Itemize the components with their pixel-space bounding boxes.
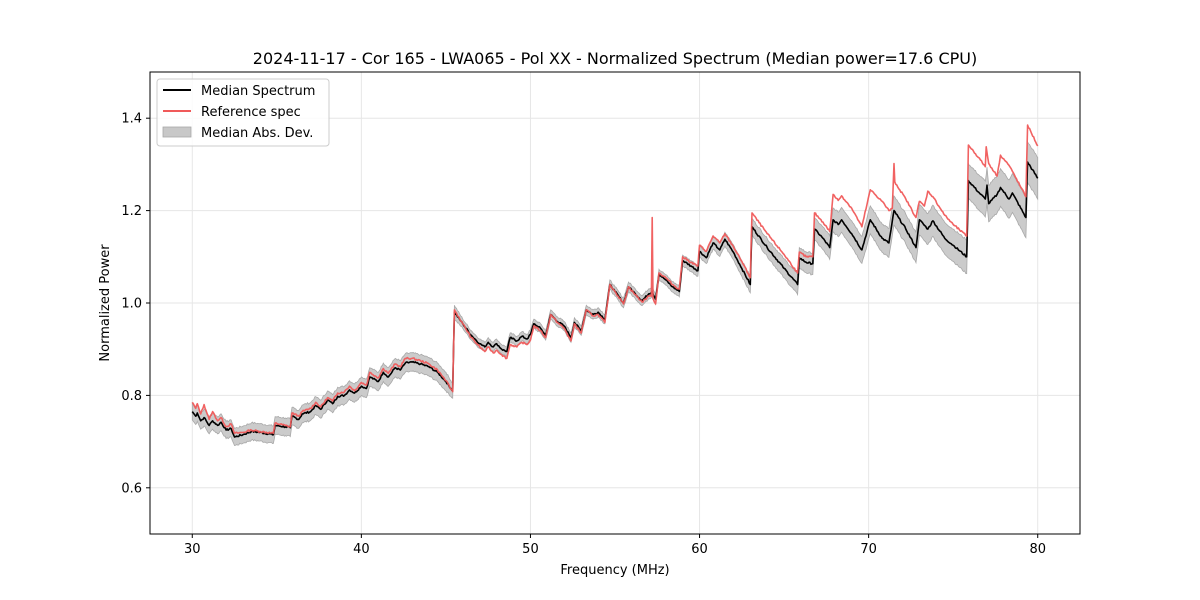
y-tick-label: 1.4	[121, 112, 142, 127]
x-axis-title: Frequency (MHz)	[560, 563, 669, 578]
y-axis-title: Normalized Power	[98, 244, 113, 362]
plot-area	[191, 124, 1039, 446]
y-tick-label: 1.0	[121, 297, 142, 312]
reference-spec-line	[191, 124, 1039, 435]
chart-title: 2024-11-17 - Cor 165 - LWA065 - Pol XX -…	[253, 49, 977, 68]
y-axis: 0.6 0.8 1.0 1.2 1.4	[121, 112, 150, 496]
x-axis: 30 40 50 60 70 80	[184, 534, 1046, 557]
x-tick-label: 30	[184, 542, 201, 557]
legend-label-mad: Median Abs. Dev.	[201, 126, 313, 141]
legend: Median Spectrum Reference spec Median Ab…	[156, 78, 330, 147]
legend-label-median: Median Spectrum	[201, 84, 315, 99]
x-tick-label: 70	[860, 542, 877, 557]
x-tick-label: 80	[1029, 542, 1046, 557]
x-tick-label: 40	[353, 542, 370, 557]
legend-label-reference: Reference spec	[201, 105, 301, 120]
y-tick-label: 1.2	[121, 204, 142, 219]
y-tick-label: 0.6	[121, 481, 142, 496]
y-tick-label: 0.8	[121, 389, 142, 404]
x-tick-label: 50	[522, 542, 539, 557]
x-tick-label: 60	[691, 542, 708, 557]
legend-frame	[156, 78, 330, 147]
mad-band	[191, 140, 1039, 446]
legend-swatch-mad	[162, 126, 192, 138]
